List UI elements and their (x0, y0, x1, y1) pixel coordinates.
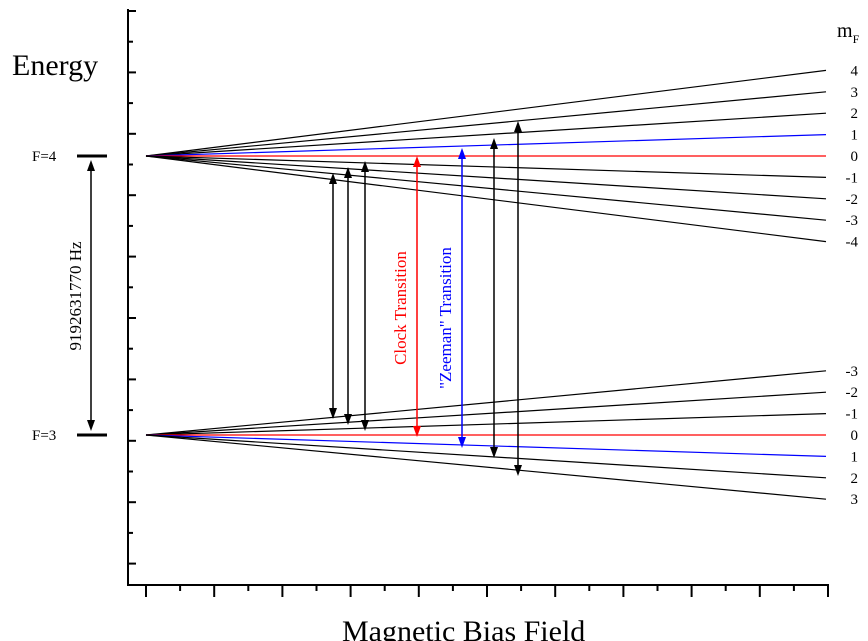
hyperfine-splitting-arrow (87, 160, 95, 431)
upper-level-label: F=4 (32, 149, 57, 165)
transition-arrow (490, 138, 498, 458)
upper-sublevel-line (145, 155, 827, 178)
upper-sublevel-line (145, 155, 827, 243)
arrowhead-top (458, 148, 466, 159)
lower-mf-label: -2 (846, 385, 859, 401)
upper-sublevel-line (145, 69, 827, 157)
mf-header: mF (837, 20, 860, 46)
axes (127, 9, 829, 586)
arrowhead-bottom (361, 420, 369, 431)
arrowhead-top (329, 173, 337, 184)
arrowhead-bottom (490, 447, 498, 458)
lower-mf-label: 1 (851, 449, 859, 465)
arrowhead-top (87, 160, 95, 171)
y-axis-label: Energy (12, 49, 98, 82)
clock-transition-arrow (413, 156, 421, 437)
zeeman-transition-label: "Zeeman" Transition (436, 247, 455, 389)
lower-sublevel-line (145, 434, 827, 479)
upper-sublevel-line (145, 112, 827, 157)
zeeman-transition-arrow (458, 148, 466, 448)
arrowhead-bottom (87, 420, 95, 431)
transition-arrow (361, 161, 369, 431)
transition-arrow (514, 121, 522, 476)
lower-sublevel-line (145, 370, 827, 436)
lower-mf-label: 0 (851, 428, 859, 444)
arrowhead-bottom (458, 437, 466, 448)
upper-sublevel-line (145, 134, 827, 157)
arrowhead-top (361, 161, 369, 172)
mf-header-main: m (837, 20, 853, 42)
transition-arrow (329, 173, 337, 419)
upper-mf-label: -1 (846, 170, 859, 186)
lower-mf-label: 2 (851, 471, 859, 487)
x-axis-ticks (145, 585, 829, 597)
upper-mf-label: 1 (851, 128, 859, 144)
lower-sublevel-line (145, 413, 827, 436)
mf-header-sub: F (853, 32, 860, 46)
arrowhead-bottom (514, 465, 522, 476)
mf-labels: 4 3 2 1 0 -1 -2 -3 -4 -3 -2 -1 0 1 2 3 (846, 63, 859, 508)
transition-arrows (329, 121, 522, 476)
lower-mf-label: 3 (851, 492, 859, 508)
lower-sublevel-line (145, 391, 827, 436)
splitting-double-arrow (87, 160, 95, 431)
sublevel-lines (145, 69, 827, 500)
arrowhead-top (344, 167, 352, 178)
x-axis-label: Magnetic Bias Field (342, 615, 585, 641)
arrowhead-top (490, 138, 498, 149)
splitting-label: 9192631770 Hz (66, 241, 85, 351)
lower-level-label: F=3 (32, 428, 56, 444)
upper-mf-label: 2 (851, 106, 859, 122)
arrowhead-top (514, 121, 522, 132)
arrowhead-bottom (329, 408, 337, 419)
lower-mf-label: -3 (846, 364, 859, 380)
arrowhead-top (413, 156, 421, 167)
upper-sublevel-line (145, 155, 827, 200)
y-axis-ticks (128, 10, 136, 565)
upper-sublevel-line (145, 155, 827, 221)
upper-mf-label: -2 (846, 192, 859, 208)
clock-transition-label: Clock Transition (391, 251, 410, 365)
upper-mf-label: -4 (846, 235, 859, 251)
upper-mf-label: 0 (851, 149, 859, 165)
upper-mf-label: 3 (851, 85, 859, 101)
lower-mf-label: -1 (846, 407, 859, 423)
hyperfine-levels: F=4 F=3 (32, 149, 107, 444)
upper-sublevel-line (145, 91, 827, 157)
transition-arrow (344, 167, 352, 425)
lower-sublevel-line (145, 434, 827, 500)
lower-sublevel-line (145, 434, 827, 457)
upper-mf-label: 4 (851, 63, 859, 79)
arrowhead-bottom (413, 426, 421, 437)
arrowhead-bottom (344, 414, 352, 425)
upper-mf-label: -3 (846, 213, 859, 229)
